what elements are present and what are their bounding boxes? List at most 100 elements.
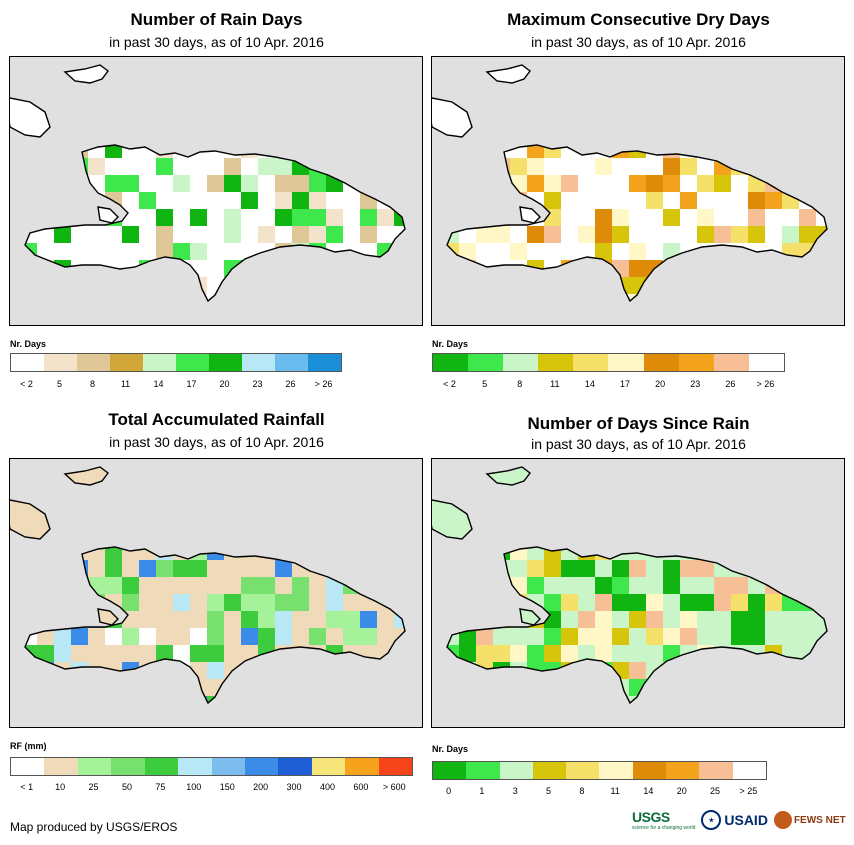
- raster-cell: [360, 226, 377, 243]
- island-outline: [10, 64, 406, 303]
- raster-cell: [173, 662, 190, 679]
- legend-swatch: [44, 354, 77, 371]
- raster-cell: [612, 577, 629, 594]
- legend-label: 14: [643, 786, 654, 796]
- raster-cell: [680, 560, 697, 577]
- raster-cell: [190, 560, 207, 577]
- raster-cell: [765, 547, 782, 560]
- raster-cell: [122, 628, 139, 645]
- raster-cell: [25, 594, 37, 611]
- raster-cell: [816, 679, 827, 696]
- raster-cell: [731, 145, 748, 158]
- raster-cell: [493, 226, 510, 243]
- raster-cell: [561, 594, 578, 611]
- raster-cell: [71, 175, 88, 192]
- raster-cell: [54, 560, 71, 577]
- logos: USGS science for a changing world ★ USAI…: [632, 806, 846, 834]
- raster-cell: [122, 294, 139, 301]
- island-outline: [432, 466, 828, 705]
- raster-cell: [816, 175, 827, 192]
- raster-cell: [54, 158, 71, 175]
- panel-subtitle: in past 30 days, as of 10 Apr. 2016: [109, 434, 324, 450]
- legend-label: > 600: [382, 782, 406, 792]
- raster-cell: [765, 662, 782, 679]
- legend-swatch: [77, 354, 110, 371]
- panel-title: Total Accumulated Rainfall: [108, 410, 325, 429]
- raster-cell: [25, 260, 37, 277]
- legend-swatch: [242, 354, 275, 371]
- legend-label: 150: [219, 782, 235, 792]
- legend-title: RF (mm): [10, 741, 47, 751]
- raster-cell: [544, 594, 561, 611]
- raster-cell: [447, 679, 459, 696]
- raster-cell: [680, 696, 697, 703]
- raster-cell: [25, 560, 37, 577]
- legend-label: 25: [710, 786, 721, 796]
- raster-cell: [309, 294, 326, 301]
- raster-cell: [544, 226, 561, 243]
- raster-cell: [493, 645, 510, 662]
- raster-cell: [309, 662, 326, 679]
- raster-cell: [578, 696, 595, 703]
- raster-cell: [71, 594, 88, 611]
- raster-cell: [459, 260, 476, 277]
- legend-label: 23: [252, 379, 263, 389]
- raster-cell: [360, 696, 377, 703]
- legend-label: 14: [153, 379, 164, 389]
- raster-cell: [782, 277, 799, 294]
- legend-label: 200: [253, 782, 269, 792]
- raster-cell: [493, 611, 510, 628]
- raster-cell: [275, 294, 292, 301]
- raster-cell: [629, 294, 646, 301]
- raster-cell: [680, 662, 697, 679]
- legend-label: 11: [550, 379, 560, 389]
- raster-cell: [612, 594, 629, 611]
- usgs-logo: USGS science for a changing world: [632, 809, 695, 831]
- raster-cell: [343, 628, 360, 645]
- raster-cell: [578, 226, 595, 243]
- raster-cell: [25, 645, 37, 662]
- raster-cell: [493, 547, 510, 560]
- raster-cell: [326, 662, 343, 679]
- raster-cell: [731, 662, 748, 679]
- raster-cell: [493, 209, 510, 226]
- raster-cell: [799, 158, 816, 175]
- raster-cell: [544, 645, 561, 662]
- raster-cell: [275, 175, 292, 192]
- raster-cell: [156, 294, 173, 301]
- raster-cell: [360, 679, 377, 696]
- legend-label: 300: [286, 782, 302, 792]
- raster-cell: [612, 277, 629, 294]
- island-outline: [10, 466, 406, 705]
- raster-cell: [343, 547, 360, 560]
- raster-cell: [748, 594, 765, 611]
- legend-labels: 0 1 3 5 8 11 14 20 25 > 25: [432, 786, 765, 798]
- legend-label: 8: [579, 786, 585, 796]
- raster-cell: [241, 662, 258, 679]
- raster-cell: [697, 696, 714, 703]
- raster-cell: [629, 175, 646, 192]
- raster-cell: [394, 594, 405, 611]
- raster-cell: [646, 696, 663, 703]
- raster-cell: [360, 294, 377, 301]
- raster-cell: [241, 192, 258, 209]
- raster-cell: [224, 158, 241, 175]
- raster-cell: [748, 560, 765, 577]
- raster-cell: [680, 628, 697, 645]
- raster-cell: [275, 628, 292, 645]
- raster-cell: [394, 158, 405, 175]
- legend-label: 400: [319, 782, 335, 792]
- legend-swatch: [573, 354, 609, 371]
- raster-cell: [595, 628, 612, 645]
- raster-cell: [54, 611, 71, 628]
- raster-cell: [207, 594, 224, 611]
- coastline: [485, 466, 531, 486]
- legend-labels: < 1 10 25 50 75 100 150 200 300 400 600 > 600: [10, 782, 411, 794]
- raster-cell: [799, 594, 816, 611]
- raster-cell: [207, 662, 224, 679]
- raster-cell: [71, 662, 88, 679]
- raster-cell: [646, 679, 663, 696]
- coastline: [97, 608, 119, 626]
- raster-cell: [292, 547, 309, 560]
- raster-cell: [646, 611, 663, 628]
